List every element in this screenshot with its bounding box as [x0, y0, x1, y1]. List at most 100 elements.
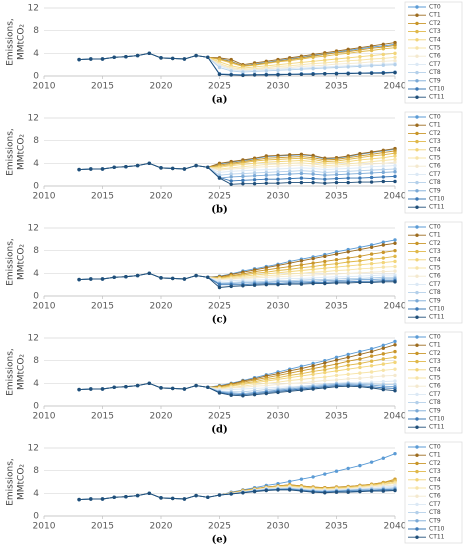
- point: [288, 59, 292, 63]
- point: [381, 71, 385, 75]
- legend-label: CT2: [429, 350, 441, 357]
- point: [369, 60, 374, 64]
- legend-marker: [415, 502, 419, 507]
- point: [311, 180, 315, 185]
- point: [381, 59, 385, 63]
- y-axis-label: MMtCO₂: [17, 464, 27, 500]
- point: [288, 261, 292, 265]
- point: [369, 168, 374, 172]
- point: [381, 167, 385, 172]
- y-tick-label: 8: [33, 356, 39, 366]
- point: [288, 479, 292, 484]
- point: [334, 172, 339, 177]
- legend-marker: [415, 351, 419, 356]
- legend-label: CT1: [429, 342, 441, 349]
- legend-marker: [415, 233, 419, 237]
- legend-marker: [415, 87, 419, 91]
- point: [393, 367, 397, 371]
- point: [288, 378, 292, 383]
- point: [124, 495, 128, 499]
- point: [288, 389, 292, 393]
- point: [381, 456, 385, 460]
- point: [381, 158, 385, 163]
- point: [288, 264, 292, 269]
- point: [381, 47, 385, 51]
- legend-label: CT8: [429, 179, 441, 186]
- point: [299, 166, 304, 170]
- point: [381, 153, 385, 157]
- legend-marker: [415, 461, 419, 466]
- legend-label: CT11: [429, 424, 445, 431]
- point: [206, 495, 210, 499]
- point: [381, 52, 385, 57]
- x-tick-label: 2040: [384, 522, 407, 532]
- legend-marker: [415, 225, 419, 229]
- y-tick-label: 4: [33, 269, 39, 279]
- legend-marker: [415, 486, 419, 490]
- point: [323, 173, 327, 177]
- legend-marker: [415, 469, 419, 474]
- x-tick-label: 2025: [208, 522, 231, 532]
- x-tick-label: 2010: [33, 522, 56, 532]
- legend-marker: [415, 29, 419, 34]
- point: [381, 357, 385, 361]
- point: [159, 386, 163, 390]
- point: [311, 256, 315, 261]
- point: [288, 166, 292, 171]
- point: [369, 154, 374, 158]
- point: [369, 53, 374, 58]
- point: [381, 164, 385, 168]
- point: [334, 362, 339, 366]
- point: [276, 172, 280, 177]
- point: [299, 259, 304, 263]
- panel: 0 4 8 12 2010 2015 2020 2025 2030 2035 2040 Emissio…: [6, 221, 463, 326]
- point: [358, 169, 362, 173]
- point: [346, 363, 350, 367]
- x-tick-label: 2030: [267, 302, 290, 312]
- point: [276, 68, 280, 73]
- legend-label: CT8: [429, 509, 441, 516]
- legend-label: CT10: [429, 306, 445, 313]
- point: [334, 268, 339, 273]
- point: [369, 257, 374, 261]
- legend-label: CT0: [429, 4, 441, 11]
- legend-label: CT8: [429, 69, 441, 76]
- point: [252, 171, 257, 175]
- point: [346, 176, 350, 180]
- point: [358, 176, 362, 180]
- point: [311, 369, 315, 374]
- x-tick-label: 2015: [91, 82, 114, 92]
- legend-label: CT8: [429, 289, 441, 296]
- legend-label: CT3: [429, 358, 441, 365]
- point: [264, 488, 268, 493]
- legend-marker: [415, 197, 419, 201]
- point: [393, 151, 397, 155]
- point: [206, 385, 210, 389]
- legend-label: CT9: [429, 517, 441, 524]
- y-axis-label: MMtCO₂: [17, 134, 27, 170]
- legend-marker: [415, 527, 419, 531]
- y-axis-label: MMtCO₂: [17, 244, 27, 280]
- point: [393, 55, 397, 59]
- point: [299, 369, 304, 373]
- point: [334, 252, 339, 256]
- legend-marker: [415, 180, 419, 185]
- x-tick-label: 2020: [150, 82, 173, 92]
- point: [264, 167, 268, 172]
- legend-marker: [415, 62, 419, 67]
- legend-marker: [415, 409, 419, 413]
- point: [346, 271, 350, 276]
- point: [89, 387, 93, 391]
- point: [299, 265, 304, 270]
- point: [393, 254, 397, 259]
- point: [264, 391, 268, 396]
- y-tick-label: 4: [33, 489, 39, 499]
- point: [323, 472, 327, 476]
- point: [252, 73, 257, 77]
- point: [334, 262, 339, 266]
- legend-marker: [415, 343, 419, 347]
- x-tick-label: 2040: [384, 412, 407, 422]
- x-tick-label: 2035: [325, 302, 348, 312]
- point: [288, 180, 292, 185]
- legend-label: CT11: [429, 534, 445, 541]
